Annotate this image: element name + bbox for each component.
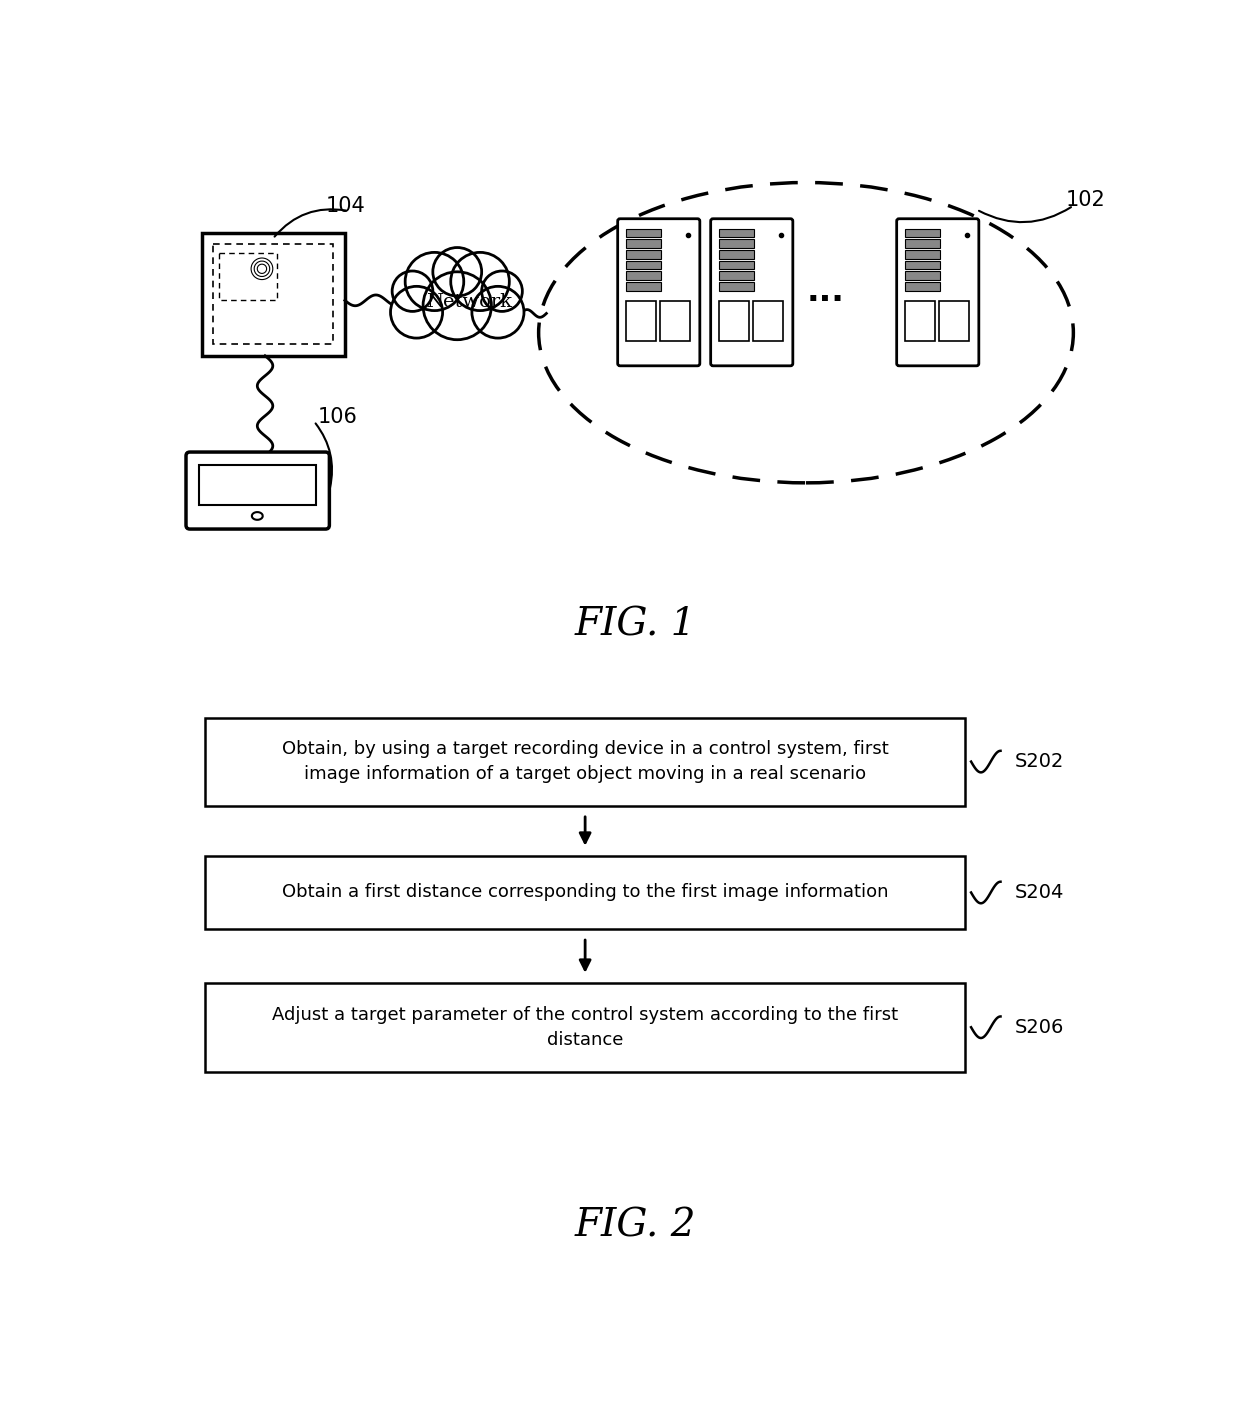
Text: Adjust a target parameter of the control system according to the first
distance: Adjust a target parameter of the control… (272, 1006, 898, 1049)
Text: FIG. 2: FIG. 2 (575, 1207, 696, 1244)
Circle shape (391, 286, 443, 338)
Circle shape (405, 252, 464, 311)
Circle shape (392, 271, 433, 312)
Text: FIG. 1: FIG. 1 (575, 607, 696, 644)
FancyBboxPatch shape (206, 856, 965, 929)
Polygon shape (905, 251, 940, 259)
Text: 106: 106 (317, 408, 357, 428)
Polygon shape (719, 251, 754, 259)
Polygon shape (719, 229, 754, 238)
Polygon shape (754, 301, 782, 341)
Polygon shape (626, 272, 661, 281)
Polygon shape (905, 261, 940, 269)
Polygon shape (719, 282, 754, 291)
Circle shape (433, 248, 481, 296)
Polygon shape (905, 272, 940, 281)
FancyBboxPatch shape (897, 219, 978, 366)
FancyBboxPatch shape (711, 219, 792, 366)
FancyBboxPatch shape (186, 452, 330, 529)
Polygon shape (719, 261, 754, 269)
Text: S202: S202 (1014, 752, 1064, 771)
Text: Obtain, by using a target recording device in a control system, first
image info: Obtain, by using a target recording devi… (281, 740, 889, 784)
Polygon shape (719, 239, 754, 248)
FancyBboxPatch shape (618, 219, 699, 366)
Text: 102: 102 (1065, 191, 1105, 211)
Text: Obtain a first distance corresponding to the first image information: Obtain a first distance corresponding to… (281, 884, 888, 902)
Polygon shape (626, 229, 661, 238)
Circle shape (472, 286, 525, 338)
FancyBboxPatch shape (201, 232, 345, 356)
Polygon shape (905, 301, 935, 341)
Text: S204: S204 (1014, 884, 1064, 902)
Polygon shape (905, 229, 940, 238)
Text: 104: 104 (325, 195, 366, 215)
Polygon shape (660, 301, 689, 341)
Polygon shape (905, 282, 940, 291)
Circle shape (423, 272, 491, 339)
Polygon shape (719, 272, 754, 281)
Text: S206: S206 (1014, 1017, 1064, 1037)
FancyBboxPatch shape (206, 983, 965, 1072)
Ellipse shape (538, 182, 1074, 483)
Polygon shape (626, 261, 661, 269)
Circle shape (450, 252, 510, 311)
Polygon shape (719, 301, 749, 341)
Polygon shape (626, 282, 661, 291)
Text: ...: ... (806, 275, 844, 308)
Text: Network: Network (425, 294, 512, 311)
Circle shape (481, 271, 522, 312)
FancyBboxPatch shape (206, 718, 965, 807)
Polygon shape (626, 239, 661, 248)
Polygon shape (626, 301, 656, 341)
Polygon shape (940, 301, 968, 341)
Polygon shape (626, 251, 661, 259)
Polygon shape (905, 239, 940, 248)
